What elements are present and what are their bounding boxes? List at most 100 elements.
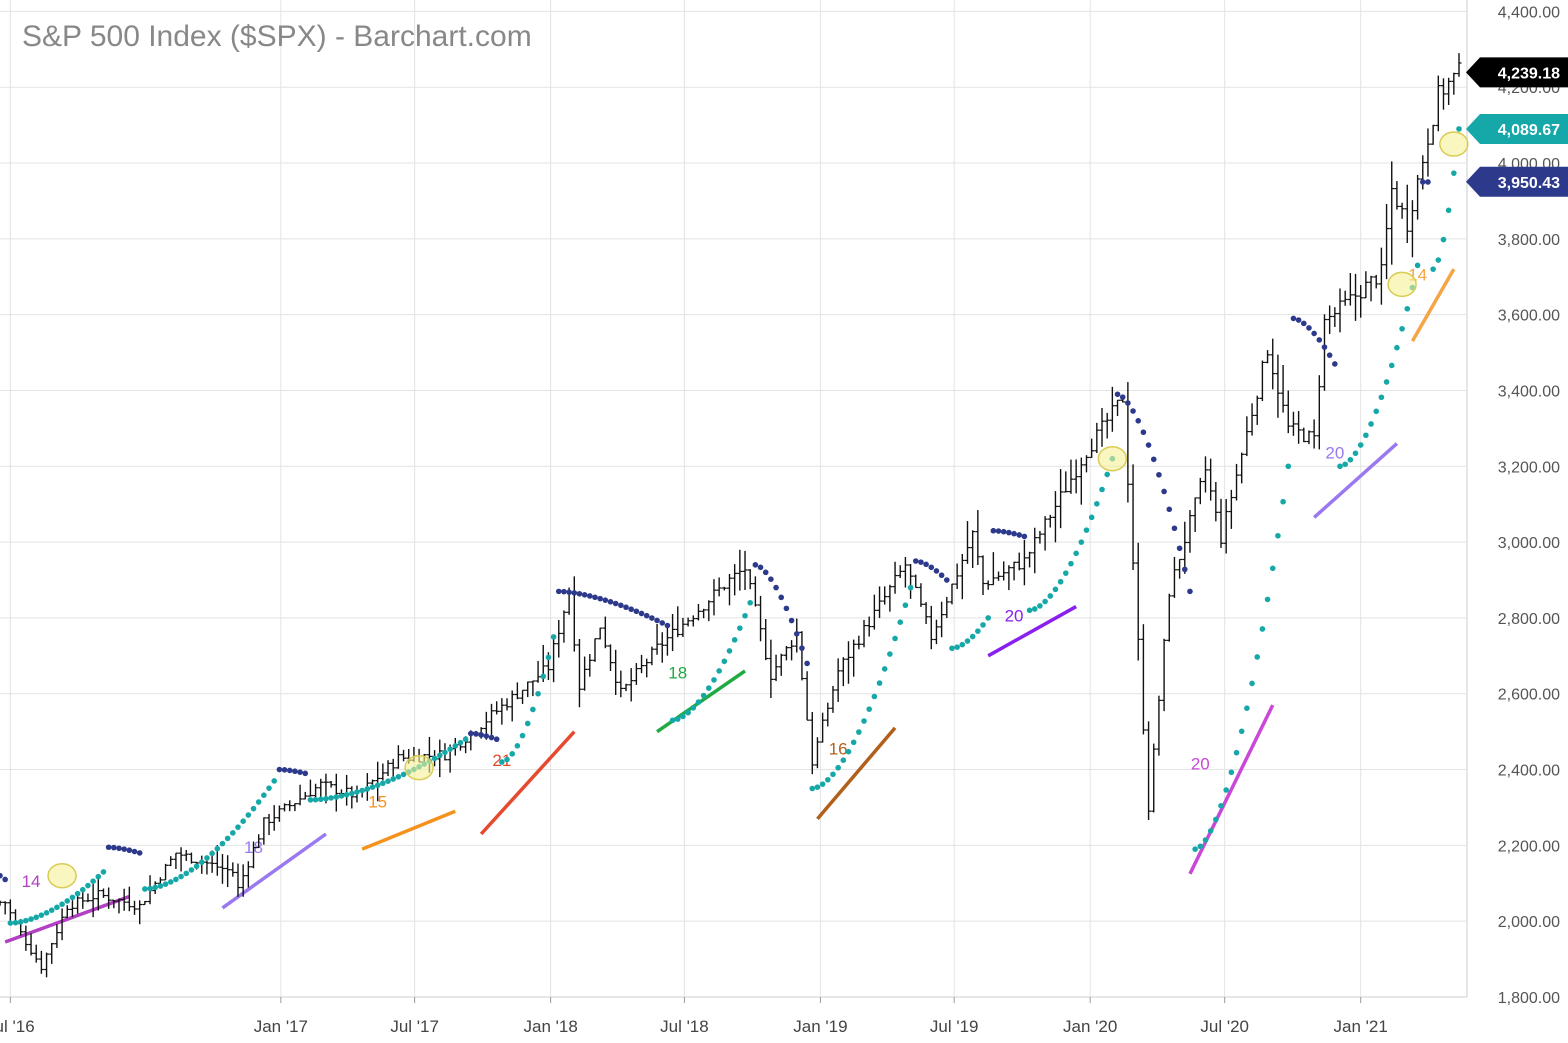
sar-dot (12, 919, 19, 926)
sar-dot (317, 796, 324, 803)
sar-dot (473, 731, 479, 737)
sar-dot (400, 771, 407, 778)
sar-dot (152, 884, 159, 891)
sar-dot (343, 791, 350, 798)
sar-dot (788, 617, 795, 624)
sar-dot (442, 749, 448, 756)
sar-dot (328, 795, 334, 801)
sar-dot (742, 612, 748, 619)
sar-dot (1435, 257, 1442, 263)
sar-dot (799, 645, 805, 651)
sar-dot (1026, 607, 1033, 614)
sar-dot (519, 732, 526, 739)
sar-dot (674, 716, 681, 722)
sar-dot (555, 588, 562, 595)
chart-title: S&P 500 Index ($SPX) - Barchart.com (22, 20, 532, 53)
sar-dot (514, 743, 521, 749)
sar-dot (111, 844, 117, 851)
sar-dot (266, 785, 272, 791)
sar-dot (431, 755, 438, 762)
y-tick-label: 3,200.00 (1498, 459, 1560, 476)
sar-dot (1021, 533, 1028, 540)
x-tick-label: Jan '17 (254, 1017, 308, 1036)
sar-dot (1404, 305, 1411, 312)
sar-dot (726, 648, 733, 654)
sar-dot (1363, 432, 1369, 439)
price-tag-shape (1466, 114, 1568, 145)
sar-dot (504, 756, 510, 763)
sar-dot (74, 890, 81, 897)
sar-dot (819, 781, 826, 787)
sar-dot (892, 635, 898, 642)
sar-dot (157, 883, 164, 889)
sar-dot (1233, 749, 1240, 756)
sar-dot (783, 605, 790, 612)
sar-dot (1357, 442, 1364, 448)
sar-dot (1094, 500, 1100, 507)
sar-dot (602, 597, 609, 603)
sar-dot (762, 569, 769, 576)
sar-dot (995, 528, 1002, 534)
sar-dot (685, 709, 691, 716)
sar-dot (224, 835, 231, 842)
trend-length-label: 16 (829, 739, 848, 758)
x-tick-label: Jul '18 (660, 1017, 709, 1036)
sar-dot (871, 693, 878, 700)
sar-dot (731, 637, 738, 643)
sar-dot (1057, 578, 1064, 585)
y-tick-label: 2,400.00 (1498, 763, 1560, 780)
y-tick-label: 3,800.00 (1498, 232, 1560, 249)
sar-dot (845, 748, 852, 755)
y-tick-label: 2,200.00 (1498, 838, 1560, 855)
sar-dot (612, 600, 619, 607)
sar-dot (1031, 606, 1038, 612)
sar-dot (121, 846, 127, 852)
sar-dot (654, 617, 660, 624)
sar-dot (1213, 816, 1219, 823)
sar-dot (643, 612, 650, 619)
sar-dot (1088, 514, 1095, 521)
trend-line (479, 730, 576, 836)
sar-dot (436, 752, 443, 759)
sar-dot (535, 690, 541, 697)
sar-dot (493, 736, 500, 743)
sar-dot (1011, 530, 1017, 537)
y-tick-label: 1,800.00 (1498, 990, 1560, 1007)
sar-dot (1171, 525, 1178, 532)
sar-dot (1456, 126, 1462, 132)
sar-dot (695, 699, 702, 705)
price-tag-shape (1466, 57, 1568, 88)
trend-line (1188, 704, 1275, 875)
sar-dot (825, 776, 831, 783)
price-tag-shape (1466, 166, 1568, 197)
sar-dot (1352, 450, 1359, 457)
trend-length-label: 20 (1005, 607, 1024, 626)
sar-dot (147, 885, 153, 892)
sar-dot (1337, 463, 1343, 470)
sar-dot (706, 685, 712, 691)
sar-dot (540, 673, 547, 680)
sar-dot (866, 706, 872, 712)
sar-dot (1342, 461, 1348, 468)
sar-dot (778, 594, 785, 601)
sar-dot (1259, 626, 1266, 632)
sar-dot (690, 705, 697, 711)
sar-dot (881, 666, 888, 672)
sar-dot (354, 789, 360, 795)
sar-dot (768, 576, 774, 582)
price-tag-label: 4,239.18 (1498, 65, 1560, 82)
sar-dot (1073, 550, 1079, 557)
sar-dot (607, 598, 614, 605)
x-tick-label: Jan '20 (1063, 1017, 1117, 1036)
sar-dot (566, 589, 572, 595)
sar-dot (1425, 179, 1431, 185)
sar-dot (1047, 593, 1054, 599)
sar-dot (747, 599, 753, 606)
sar-dot (907, 584, 914, 591)
sar-dot (214, 845, 221, 852)
sar-dot (856, 729, 862, 735)
y-tick-label: 3,600.00 (1498, 308, 1560, 325)
sar-dot (54, 904, 60, 911)
sar-dot (105, 844, 112, 851)
